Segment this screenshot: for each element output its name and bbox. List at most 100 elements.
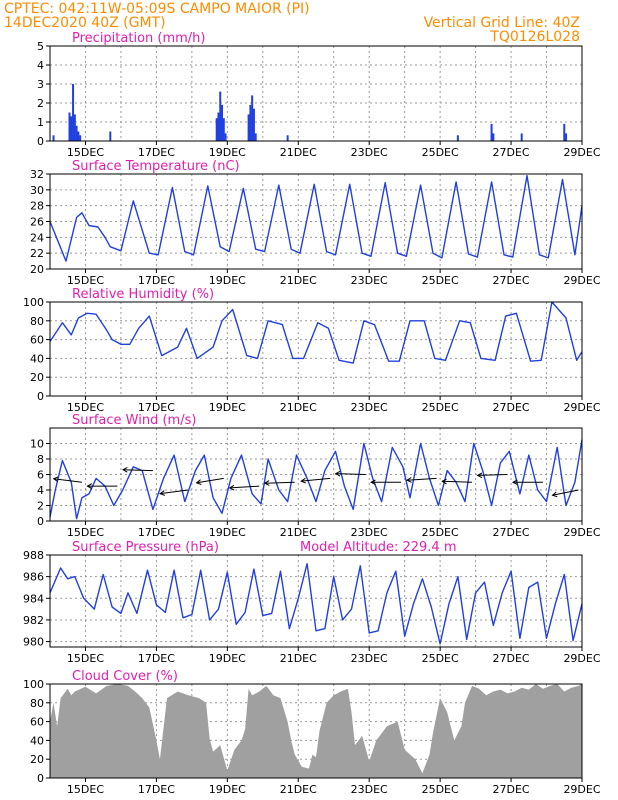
y-tick-label: 2 [37,500,44,513]
x-tick-label: 21DEC [280,146,317,159]
x-tick-label: 27DEC [493,274,530,287]
precip-bar [251,95,254,141]
wind-arrow-head [121,466,128,473]
panel-title: Surface Temperature (nC) [72,159,240,174]
y-tick-label: 60 [30,716,44,729]
x-tick-label: 15DEC [67,526,104,539]
panel-title: Surface Pressure (hPa) [72,540,219,555]
wind-arrow-head [159,490,165,496]
x-tick-label: 25DEC [422,526,459,539]
y-tick-label: 60 [30,334,44,347]
y-tick-label: 22 [30,247,44,260]
x-tick-label: 23DEC [351,401,388,414]
panel-frame [49,683,583,779]
y-tick-label: 20 [30,371,44,384]
precip-bar [490,123,493,141]
wind-arrow-head [370,479,376,486]
wind-arrow-head [551,491,558,498]
x-tick-label: 29DEC [563,526,600,539]
y-tick-label: 982 [23,614,44,627]
panel-title: Cloud Cover (%) [72,669,178,684]
precip-bar [222,118,225,141]
wind-arrow-head [405,477,412,483]
y-tick-label: 80 [30,315,44,328]
x-tick-label: 15DEC [67,401,104,414]
x-tick-label: 23DEC [351,526,388,539]
wind-arrow [264,481,295,484]
precip-bar [77,131,80,141]
header-model-code: TQ0126L028 [490,29,580,45]
y-tick-label: 986 [23,571,44,584]
wind-arrow-head [195,479,202,485]
y-tick-label: 26 [30,216,44,229]
x-tick-label: 29DEC [563,146,600,159]
x-tick-label: 15DEC [67,146,104,159]
panel-5: 980 982 984 986 988 15DEC 17DEC 19DEC 21DEC 23DEC… [23,540,601,665]
panel-title: Precipitation (mm/h) [72,31,205,46]
panel-title: Relative Humidity (%) [72,287,214,302]
x-tick-label: 17DEC [138,146,175,159]
precip-bar [75,125,78,141]
x-tick-label: 23DEC [351,146,388,159]
precip-bar [247,114,250,141]
wind-arrow-head [52,476,59,483]
wind-arrow [196,477,224,484]
x-tick-label: 15DEC [67,652,104,665]
x-tick-label: 21DEC [280,274,317,287]
panel-3: 0 20 40 60 80 100 15DEC 17DEC 19DEC 21DEC 23DEC 25D… [23,287,601,414]
precip-bar [565,133,568,141]
wind-arrow-head [263,480,270,486]
y-tick-label: 80 [30,697,44,710]
x-tick-label: 25DEC [422,652,459,665]
wind-arrow [552,489,579,496]
x-tick-label: 23DEC [351,274,388,287]
precip-bar [73,114,76,141]
x-tick-label: 21DEC [280,401,317,414]
wind-arrow [442,480,473,483]
header-grid-note: Vertical Grid Line: 40Z [423,15,580,31]
y-tick-label: 20 [30,263,44,276]
wind-arrow-head [511,479,518,486]
wind-arrow-head [86,483,93,489]
x-tick-label: 25DEC [422,401,459,414]
x-tick-label: 27DEC [493,526,530,539]
y-tick-label: 100 [23,678,44,691]
x-tick-label: 21DEC [280,783,317,796]
wind-arrow [122,469,153,472]
wind-arrow-head [228,484,235,491]
precip-bar [563,123,566,141]
precip-bar [520,133,523,141]
x-tick-label: 19DEC [209,274,246,287]
x-tick-label: 29DEC [563,401,600,414]
x-tick-label: 27DEC [493,783,530,796]
series-line [49,301,583,364]
x-tick-label: 27DEC [493,401,530,414]
y-tick-label: 2 [37,97,44,110]
x-tick-label: 27DEC [493,146,530,159]
panel-2: 20 22 24 26 28 30 32 15DEC 17DEC 19DEC 21DEC 23DEC 2… [30,159,601,287]
wind-arrow-head [476,472,483,479]
precip-bar [254,133,257,141]
x-tick-label: 17DEC [138,526,175,539]
x-tick-label: 19DEC [209,146,246,159]
precip-bar [215,118,218,141]
precip-bar [70,116,73,141]
x-tick-label: 15DEC [67,274,104,287]
y-tick-label: 3 [37,78,44,91]
wind-arrow [335,473,366,475]
precip-bar [219,91,222,141]
wind-arrow [477,474,508,476]
series-line [49,563,583,645]
wind-arrow-head [300,477,306,484]
header-location: CPTEC: 042:11W-05:09S CAMPO MAIOR (PI) [4,1,310,17]
y-tick-label: 4 [37,484,44,497]
x-tick-label: 29DEC [563,274,600,287]
y-tick-label: 980 [23,636,44,649]
wind-arrow [406,477,437,481]
precip-bar [79,135,82,141]
y-tick-label: 5 [37,40,44,53]
panel-subtitle: Model Altitude: 229.4 m [300,540,457,555]
y-tick-label: 0 [37,135,44,148]
y-tick-label: 40 [30,352,44,365]
